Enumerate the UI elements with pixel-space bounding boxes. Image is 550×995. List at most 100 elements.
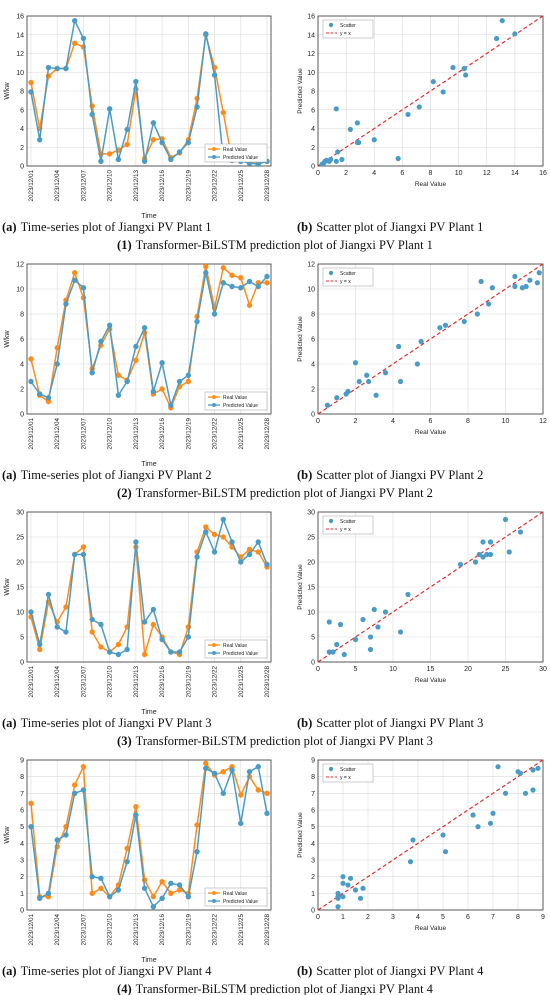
data-point <box>89 890 95 897</box>
x-axis-label: Time <box>141 213 156 220</box>
x-tick-label: 2 <box>354 418 358 425</box>
scatter-point <box>373 392 379 398</box>
data-point <box>176 378 183 385</box>
series-predicted-value <box>28 270 270 408</box>
scatter-point <box>335 149 341 155</box>
data-point <box>159 386 165 392</box>
y-tick-label: 8 <box>20 774 24 781</box>
legend: Real Value Predicted Value <box>204 391 268 411</box>
x-tick-label: 8 <box>516 914 520 921</box>
scatter-point <box>337 621 344 628</box>
x-tick-label: 2023/12/13 <box>133 666 140 698</box>
data-point <box>72 790 78 797</box>
y-tick-label: 6 <box>311 808 315 815</box>
scatter-point <box>364 372 370 378</box>
x-tick-label: 2023/12/25 <box>238 170 245 202</box>
scatter-chart-2b: 0 2 4 6 8 10 12 0 2 4 6 8 10 12 Predicted Value Real Va… <box>297 262 547 437</box>
scatter-point <box>437 325 443 331</box>
row-caption-text: Transformer-BiLSTM prediction plot of Ji… <box>136 238 433 252</box>
data-point <box>72 782 78 788</box>
data-point <box>98 875 104 882</box>
panel-caption-letter: (a) <box>2 468 17 482</box>
data-point <box>211 549 218 555</box>
panel-caption-letter: (b) <box>297 468 312 482</box>
row-caption-text: Transformer-BiLSTM prediction plot of Ji… <box>136 486 433 500</box>
y-tick-label: 15 <box>307 585 315 592</box>
data-point <box>115 641 122 648</box>
x-axis-label: Time <box>141 957 156 964</box>
panel-caption-text: Scatter plot of Jiangxi PV Plant 2 <box>316 468 483 482</box>
legend-box <box>204 887 268 907</box>
data-point <box>54 65 60 72</box>
legend-box <box>204 391 268 411</box>
panel-caption-b: (b) Scatter plot of Jiangxi PV Plant 1 <box>297 220 483 234</box>
y-tick-label: 3 <box>311 858 315 865</box>
data-point <box>89 111 95 118</box>
data-point <box>168 649 174 655</box>
x-tick-label: 2023/12/04 <box>54 666 61 698</box>
legend: Real Value Predicted Value <box>204 143 268 163</box>
row-caption-number: (3) <box>117 734 132 748</box>
legend-label: Real Value <box>223 891 247 897</box>
data-point <box>220 265 226 271</box>
y-tick-label: 14 <box>307 32 315 39</box>
scatter-chart-3b: 0 5 10 15 20 25 30 0 5 10 15 20 25 30 Predicted Value R… <box>297 510 547 685</box>
time-series-chart-3a: 0 5 10 15 20 25 30 2023/12/01 2023/12/04 2023/12/… <box>4 510 272 716</box>
y-tick-label: 16 <box>16 14 24 21</box>
scatter-point <box>396 343 402 350</box>
data-point <box>54 345 60 351</box>
scatter-point <box>442 849 449 855</box>
x-axis-label: Real Value <box>415 181 447 188</box>
scatter-point <box>486 301 492 307</box>
row-caption-number: (1) <box>117 238 132 252</box>
series-line <box>30 34 268 164</box>
data-point <box>80 551 87 558</box>
data-point <box>115 156 122 163</box>
x-tick-label: 2023/12/01 <box>28 170 35 202</box>
y-tick-label: 25 <box>307 535 315 542</box>
scatter-point <box>527 277 533 283</box>
data-point <box>115 651 122 658</box>
data-point <box>150 903 157 910</box>
panel-caption-b: (b) Scatter plot of Jiangxi PV Plant 2 <box>297 468 483 482</box>
scatter-point <box>461 65 467 72</box>
x-tick-label: 2023/12/19 <box>185 418 192 450</box>
scatter-point <box>326 649 332 655</box>
scatter-point <box>461 318 467 325</box>
scatter-point <box>506 549 512 555</box>
y-tick-label: 0 <box>311 164 315 171</box>
data-point <box>89 873 95 880</box>
x-tick-label: 2023/12/22 <box>212 170 219 202</box>
scatter-point <box>480 554 486 560</box>
legend-swatch-marker <box>212 395 216 399</box>
data-point <box>72 277 78 283</box>
data-point <box>124 126 130 133</box>
data-point <box>98 644 104 650</box>
x-tick-label: 2023/12/16 <box>159 170 166 202</box>
legend-swatch-marker <box>328 270 334 276</box>
data-point <box>106 649 113 655</box>
data-point <box>185 139 192 146</box>
x-tick-label: 10 <box>502 418 510 425</box>
scatter-point <box>333 106 339 112</box>
series-predicted-value <box>28 763 270 910</box>
scatter-point <box>397 378 404 385</box>
scatter-point <box>347 875 354 881</box>
x-tick-label: 2023/12/07 <box>80 914 87 946</box>
y-tick-label: 12 <box>16 262 24 269</box>
data-point <box>246 302 253 308</box>
scatter-point <box>487 820 494 826</box>
y-tick-label: 25 <box>16 535 24 542</box>
panel-caption-text: Time-series plot of Jiangxi PV Plant 2 <box>21 468 212 482</box>
scatter-point <box>367 634 374 640</box>
data-point <box>150 893 157 900</box>
legend-label: y = x <box>340 31 351 37</box>
scatter-chart-4b: 0 1 2 3 4 5 6 7 8 9 0 1 2 3 4 5 6 7 8 9 Predicted Value Real … <box>297 758 545 933</box>
data-point <box>159 636 165 643</box>
scatter-point <box>397 629 404 635</box>
x-tick-label: 16 <box>539 170 547 177</box>
panel-caption-text: Time-series plot of Jiangxi PV Plant 1 <box>21 220 212 234</box>
y-tick-label: 20 <box>16 560 24 567</box>
x-tick-label: 30 <box>539 666 547 673</box>
